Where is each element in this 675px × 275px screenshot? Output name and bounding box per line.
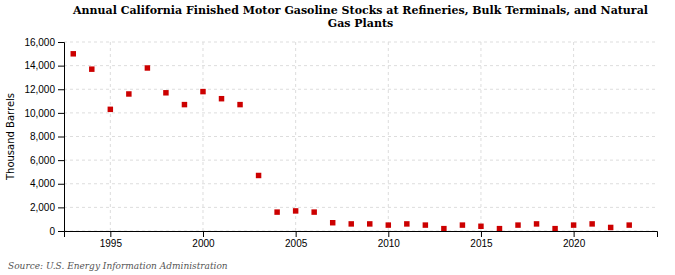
grid-line-y bbox=[64, 89, 657, 90]
tick: 4,000 bbox=[30, 178, 64, 189]
point bbox=[348, 221, 353, 226]
tick-mark bbox=[296, 231, 297, 237]
tick-label: 2005 bbox=[285, 238, 308, 249]
point bbox=[552, 226, 557, 231]
point bbox=[126, 91, 131, 96]
tick-mark bbox=[58, 207, 64, 208]
x-axis: 1995 2000 2005 2010 2015 2020 bbox=[65, 231, 658, 249]
tick-mark bbox=[58, 137, 64, 138]
tick-label: 1995 bbox=[100, 238, 123, 249]
tick-mark bbox=[203, 231, 204, 237]
tick-label: 14,000 bbox=[24, 60, 55, 71]
tick-label: 2015 bbox=[470, 238, 493, 249]
point bbox=[71, 51, 76, 56]
point bbox=[89, 66, 94, 71]
tick-label: 2010 bbox=[378, 238, 401, 249]
tick-mark bbox=[574, 231, 575, 237]
point bbox=[626, 222, 631, 227]
point bbox=[515, 222, 520, 227]
grid-line-x bbox=[573, 42, 574, 231]
tick-label: 0 bbox=[49, 226, 55, 237]
tick: 2015 bbox=[470, 231, 493, 249]
grid-line-x bbox=[295, 42, 296, 231]
tick-label: 6,000 bbox=[30, 155, 55, 166]
point bbox=[404, 221, 409, 226]
tick-label: 16,000 bbox=[24, 37, 55, 48]
tick-label: 12,000 bbox=[24, 84, 55, 95]
title: Annual California Finished Motor Gasolin… bbox=[72, 4, 648, 30]
plot: 1995 2000 2005 2010 2015 2020 0 2,000 4,000 6,000… bbox=[24, 37, 657, 249]
grid-line-y bbox=[64, 136, 657, 137]
point bbox=[608, 225, 613, 230]
tick: 8,000 bbox=[30, 131, 64, 142]
tick: 14,000 bbox=[24, 60, 64, 71]
point bbox=[571, 222, 576, 227]
tick-label: 2,000 bbox=[30, 202, 55, 213]
point bbox=[386, 222, 391, 227]
tick: 12,000 bbox=[24, 84, 64, 95]
axis-line bbox=[65, 232, 658, 238]
tick: 6,000 bbox=[30, 155, 64, 166]
tick: 2,000 bbox=[30, 202, 64, 213]
tick: 0 bbox=[49, 226, 64, 237]
grid-line-y bbox=[64, 65, 657, 66]
point bbox=[108, 107, 113, 112]
tick-mark bbox=[58, 231, 64, 232]
point bbox=[311, 209, 316, 214]
tick-label: 2000 bbox=[192, 238, 215, 249]
y-axis: 0 2,000 4,000 6,000 8,000 10,000 12,000 14,000 1… bbox=[24, 37, 64, 237]
tick: 1995 bbox=[100, 231, 123, 249]
point bbox=[478, 224, 483, 229]
tick: 16,000 bbox=[24, 37, 64, 48]
tick: 2000 bbox=[192, 231, 215, 249]
points bbox=[71, 51, 632, 231]
axis-line bbox=[58, 43, 65, 232]
tick-mark bbox=[58, 42, 64, 43]
tick-mark bbox=[388, 231, 389, 237]
point bbox=[534, 221, 539, 226]
point bbox=[367, 221, 372, 226]
chart: 1995 2000 2005 2010 2015 2020 0 2,000 4,000 6,000… bbox=[0, 0, 675, 275]
point bbox=[460, 222, 465, 227]
point bbox=[256, 173, 261, 178]
tick: 2010 bbox=[378, 231, 401, 249]
tick-mark bbox=[58, 89, 64, 90]
tick: 2020 bbox=[563, 231, 586, 249]
tick: 10,000 bbox=[24, 108, 64, 119]
annotation: Source: U.S. Energy Information Administ… bbox=[8, 261, 228, 271]
tick-label: 10,000 bbox=[24, 108, 55, 119]
point bbox=[330, 220, 335, 225]
grid-line-y bbox=[64, 112, 657, 113]
tick-label: 4,000 bbox=[30, 178, 55, 189]
tick-mark bbox=[58, 113, 64, 114]
grid-line-y bbox=[64, 183, 657, 184]
y-axis-title: Thousand Barrels bbox=[5, 93, 16, 181]
point bbox=[237, 102, 242, 107]
grid bbox=[64, 42, 657, 231]
grid-line-y bbox=[64, 207, 657, 208]
tick-label: 8,000 bbox=[30, 131, 55, 142]
tick-mark bbox=[58, 160, 64, 161]
point bbox=[200, 89, 205, 94]
point bbox=[145, 65, 150, 70]
point bbox=[182, 102, 187, 107]
tick-label: 2020 bbox=[563, 238, 586, 249]
tick-mark bbox=[481, 231, 482, 237]
point bbox=[423, 222, 428, 227]
grid-line-y bbox=[64, 160, 657, 161]
tick-mark bbox=[58, 184, 64, 185]
point bbox=[274, 209, 279, 214]
point bbox=[441, 226, 446, 231]
tick: 2005 bbox=[285, 231, 308, 249]
grid-line-y bbox=[64, 42, 657, 43]
grid-line-x bbox=[110, 42, 111, 231]
point bbox=[163, 90, 168, 95]
point bbox=[293, 208, 298, 213]
tick-mark bbox=[110, 231, 111, 237]
tick-mark bbox=[58, 66, 64, 67]
point bbox=[219, 96, 224, 101]
point bbox=[497, 226, 502, 231]
point bbox=[589, 221, 594, 226]
